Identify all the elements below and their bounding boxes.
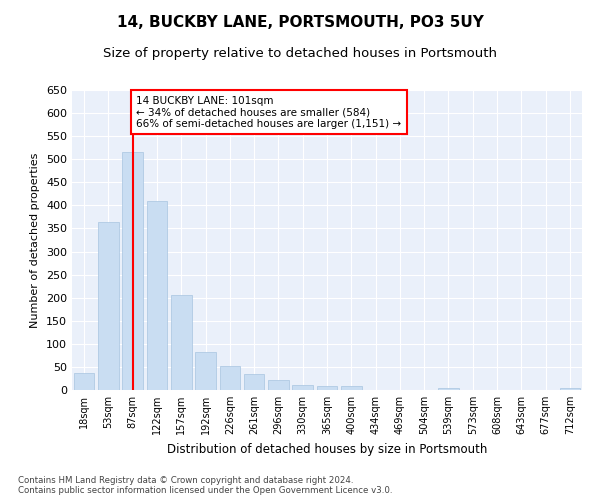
Y-axis label: Number of detached properties: Number of detached properties bbox=[31, 152, 40, 328]
X-axis label: Distribution of detached houses by size in Portsmouth: Distribution of detached houses by size … bbox=[167, 442, 487, 456]
Bar bbox=[146, 201, 167, 390]
Bar bbox=[268, 380, 289, 390]
Bar bbox=[292, 385, 313, 390]
Text: Contains HM Land Registry data © Crown copyright and database right 2024.
Contai: Contains HM Land Registry data © Crown c… bbox=[18, 476, 392, 495]
Bar bbox=[560, 388, 580, 390]
Text: Size of property relative to detached houses in Portsmouth: Size of property relative to detached ho… bbox=[103, 48, 497, 60]
Bar bbox=[244, 374, 265, 390]
Text: 14, BUCKBY LANE, PORTSMOUTH, PO3 5UY: 14, BUCKBY LANE, PORTSMOUTH, PO3 5UY bbox=[116, 15, 484, 30]
Bar bbox=[74, 374, 94, 390]
Bar bbox=[98, 222, 119, 390]
Bar bbox=[122, 152, 143, 390]
Bar bbox=[317, 386, 337, 390]
Bar bbox=[220, 366, 240, 390]
Bar bbox=[195, 352, 216, 390]
Text: 14 BUCKBY LANE: 101sqm
← 34% of detached houses are smaller (584)
66% of semi-de: 14 BUCKBY LANE: 101sqm ← 34% of detached… bbox=[136, 96, 401, 128]
Bar bbox=[171, 296, 191, 390]
Bar bbox=[341, 386, 362, 390]
Bar bbox=[438, 388, 459, 390]
